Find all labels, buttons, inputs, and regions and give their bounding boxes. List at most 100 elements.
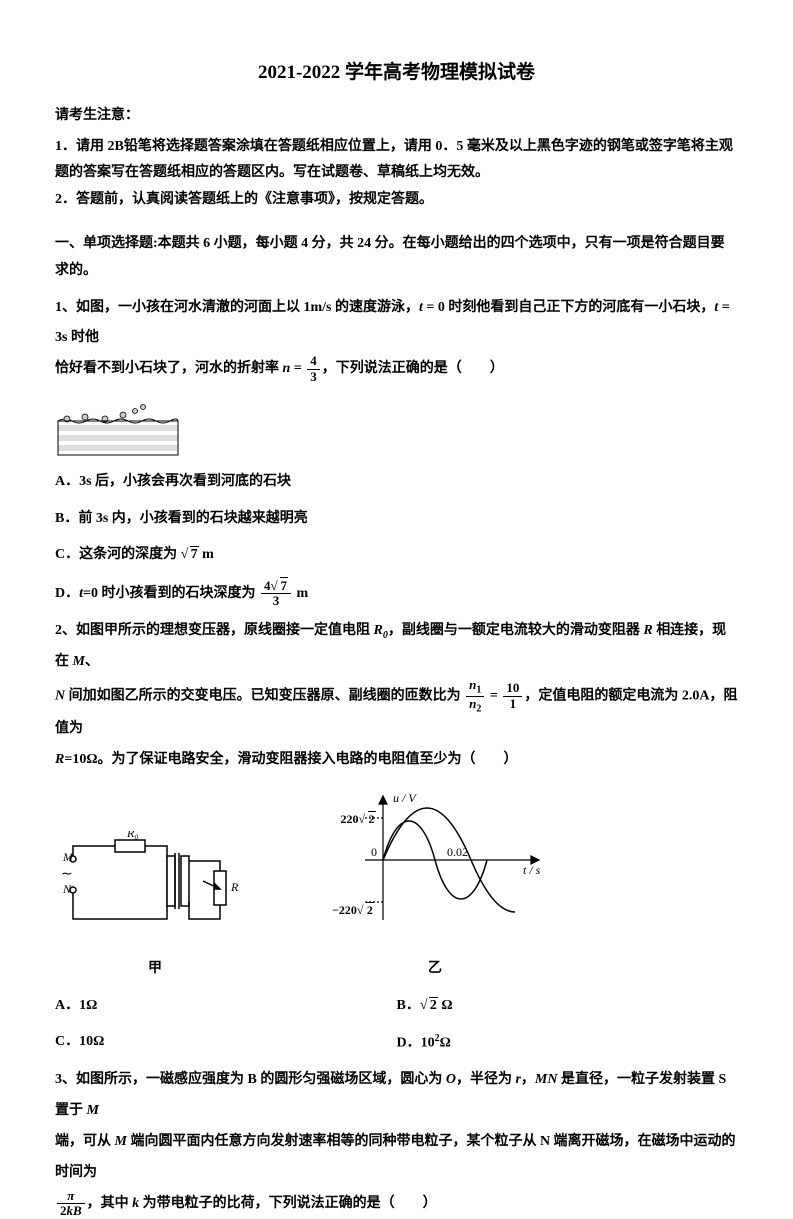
- q2-b-sqrt: 2: [420, 993, 438, 1020]
- q3-frac-den: 2kB: [57, 1204, 85, 1218]
- q2-eq: =: [486, 688, 501, 703]
- y-bot-rad: 2: [366, 902, 374, 917]
- q3-stem-3: π2kB，其中 k 为带电粒子的比荷，下列说法正确的是（ ）: [55, 1189, 738, 1219]
- q3-a: 3、如图所示，一磁感应强度为 B 的圆形匀强磁场区域，圆心为: [55, 1072, 446, 1087]
- q2-b: ，副线圈与一额定电流较大的滑动变阻器: [388, 623, 644, 638]
- q1-stem-e: ，下列说法正确的是（ ）: [322, 361, 504, 376]
- q1-d-num: 47: [261, 579, 291, 594]
- q2-b-post: Ω: [438, 998, 453, 1013]
- q1-d-post: m: [293, 586, 308, 601]
- q2-r0: R: [374, 623, 383, 638]
- y-bot-coef: −220: [332, 903, 357, 917]
- q2-d-post: Ω: [440, 1036, 451, 1051]
- question-3: 3、如图所示，一磁感应强度为 B 的圆形匀强磁场区域，圆心为 O，半径为 r，M…: [55, 1065, 738, 1219]
- q3-b: ，半径为: [456, 1072, 516, 1087]
- q3-mn: MN: [535, 1072, 558, 1087]
- q2-n1-sub: 1: [476, 685, 481, 696]
- q3-f: 端向圆平面内任意方向发射速率相等的同种带电粒子，某个粒子从 N 端离开磁场，在磁…: [55, 1134, 736, 1180]
- q2-figures: R₀ M N ∼ R 甲 u / V: [55, 790, 738, 983]
- circuit-figure: R₀ M N ∼ R: [55, 831, 255, 941]
- q1-d-pre: D．: [55, 586, 79, 601]
- instruction-1: 1．请用 2B铅笔将选择题答案涂填在答题纸相应位置上，请用 0．5 毫米及以上黑…: [55, 134, 738, 187]
- q1-c-pre: C．这条河的深度为: [55, 547, 181, 562]
- q3-stem: 3、如图所示，一磁感应强度为 B 的圆形匀强磁场区域，圆心为 O，半径为 r，M…: [55, 1065, 738, 1127]
- q1-c-post: m: [199, 547, 214, 562]
- q1-fraction: 43: [307, 354, 320, 384]
- q2-h: =10Ω。为了保证电路安全，滑动变阻器接入电路的电阻值至少为（ ）: [64, 752, 517, 767]
- q1-stem: 1、如图，一小孩在河水清澈的河面上以 1m/s 的速度游泳，t = 0 时刻他看…: [55, 293, 738, 355]
- q3-m2: M: [87, 1103, 99, 1118]
- q1-d-sqrt: 7: [271, 579, 289, 593]
- q2-stem-3: R=10Ω。为了保证电路安全，滑动变阻器接入电路的电阻值至少为（ ）: [55, 745, 738, 776]
- instructions-header: 请考生注意：: [55, 103, 738, 130]
- river-figure: [55, 397, 183, 459]
- q2-f1-num: n1: [466, 678, 484, 697]
- q2-frac1: n1n2: [466, 678, 484, 714]
- q3-m3: M: [115, 1134, 127, 1149]
- q1-d-rad: 7: [280, 577, 289, 593]
- fig-yi-label: 乙: [325, 956, 545, 983]
- q2-b-pre: B．: [397, 998, 420, 1013]
- q3-k: k: [132, 1196, 139, 1211]
- q1-option-c: C．这条河的深度为 7 m: [55, 542, 738, 569]
- y-label: u / V: [393, 791, 417, 805]
- q2-b-rad: 2: [429, 997, 438, 1013]
- q2-m: M: [73, 654, 85, 669]
- q2-f2-den: 1: [503, 697, 522, 711]
- q1-frac-num: 4: [307, 354, 320, 369]
- svg-text:N: N: [62, 882, 72, 896]
- q2-options-row-1: A．1Ω B． 2 Ω: [55, 993, 738, 1020]
- q3-o: O: [446, 1072, 456, 1087]
- q2-n2-sub: 2: [476, 703, 481, 714]
- q2-option-d: D．102Ω: [397, 1029, 739, 1057]
- q3-g: ，其中: [87, 1196, 133, 1211]
- zero-label: 0: [371, 845, 377, 859]
- q2-d: 、: [85, 654, 99, 669]
- y-top-coef: 220: [341, 812, 359, 826]
- q2-option-a: A．1Ω: [55, 993, 397, 1020]
- svg-text:M: M: [62, 850, 74, 864]
- q2-a: 2、如图甲所示的理想变压器，原线圈接一定值电阻: [55, 623, 374, 638]
- exam-title: 2021-2022 学年高考物理模拟试卷: [55, 55, 738, 91]
- q3-frac: π2kB: [57, 1189, 85, 1219]
- x-label: t / s: [523, 863, 541, 877]
- q1-n: n =: [283, 361, 306, 376]
- q3-frac-num: π: [57, 1189, 85, 1204]
- q2-f1-den: n2: [466, 697, 484, 715]
- q2-d-pre: D．10: [397, 1036, 435, 1051]
- q3-stem-2: 端，可从 M 端向圆平面内任意方向发射速率相等的同种带电粒子，某个粒子从 N 端…: [55, 1127, 738, 1189]
- q2-e: 间加如图乙所示的交变电压。已知变压器原、副线圈的匝数比为: [65, 688, 464, 703]
- q3-h: 为带电粒子的比荷，下列说法正确的是（ ）: [139, 1196, 437, 1211]
- q1-frac-den: 3: [307, 370, 320, 384]
- fig-jia-label: 甲: [55, 956, 255, 983]
- q1-c-rad: 7: [190, 546, 199, 562]
- q1-option-a: A．3s 后，小孩会再次看到河底的石块: [55, 469, 738, 496]
- q2-options-row-2: C．10Ω D．102Ω: [55, 1029, 738, 1057]
- q1-option-b: B．前 3s 内，小孩看到的石块越来越明亮: [55, 506, 738, 533]
- instruction-2: 2．答题前，认真阅读答题纸上的《注意事项》，按规定答题。: [55, 187, 738, 214]
- y-top-sqrt: 2: [359, 808, 376, 831]
- q2-stem: 2、如图甲所示的理想变压器，原线圈接一定值电阻 R0，副线圈与一额定电流较大的滑…: [55, 616, 738, 678]
- q3-e: 端，可从: [55, 1134, 115, 1149]
- q1-c-sqrt: 7: [181, 542, 199, 569]
- y-bot-sqrt: 2: [357, 899, 374, 922]
- question-2: 2、如图甲所示的理想变压器，原线圈接一定值电阻 R 0 ，副线圈与一额定电流较大的滑…: [55, 616, 738, 1057]
- q1-d-mid: =0 时小孩看到的石块深度为: [83, 586, 259, 601]
- q1-option-d: D．t=0 时小孩看到的石块深度为 473 m: [55, 579, 738, 609]
- q2-g: R: [55, 752, 64, 767]
- circuit-figure-col: R₀ M N ∼ R 甲: [55, 831, 255, 982]
- q2-n: N: [55, 688, 65, 703]
- q1-stem-2: 恰好看不到小石块了，河水的折射率 n = 43，下列说法正确的是（ ）: [55, 354, 738, 385]
- q3-c: ，: [521, 1072, 535, 1087]
- svg-text:R: R: [230, 880, 239, 894]
- q2-r: R: [643, 623, 652, 638]
- q2-option-c: C．10Ω: [55, 1029, 397, 1057]
- q1-stem-d: 恰好看不到小石块了，河水的折射率: [55, 361, 283, 376]
- q2-stem-2: N 间加如图乙所示的交变电压。已知变压器原、副线圈的匝数比为 n1n2 = 10…: [55, 678, 738, 745]
- q1-stem-b: = 0 时刻他看到自己正下方的河底有一小石块，: [423, 300, 714, 315]
- svg-text:R₀: R₀: [126, 831, 139, 840]
- x-tick: 0.02: [447, 845, 468, 859]
- question-1: 1、如图，一小孩在河水清澈的河面上以 1m/s 的速度游泳，t = 0 时刻他看…: [55, 293, 738, 609]
- q1-stem-a: 1、如图，一小孩在河水清澈的河面上以 1m/s 的速度游泳，: [55, 300, 419, 315]
- y-top-rad: 2: [368, 811, 376, 826]
